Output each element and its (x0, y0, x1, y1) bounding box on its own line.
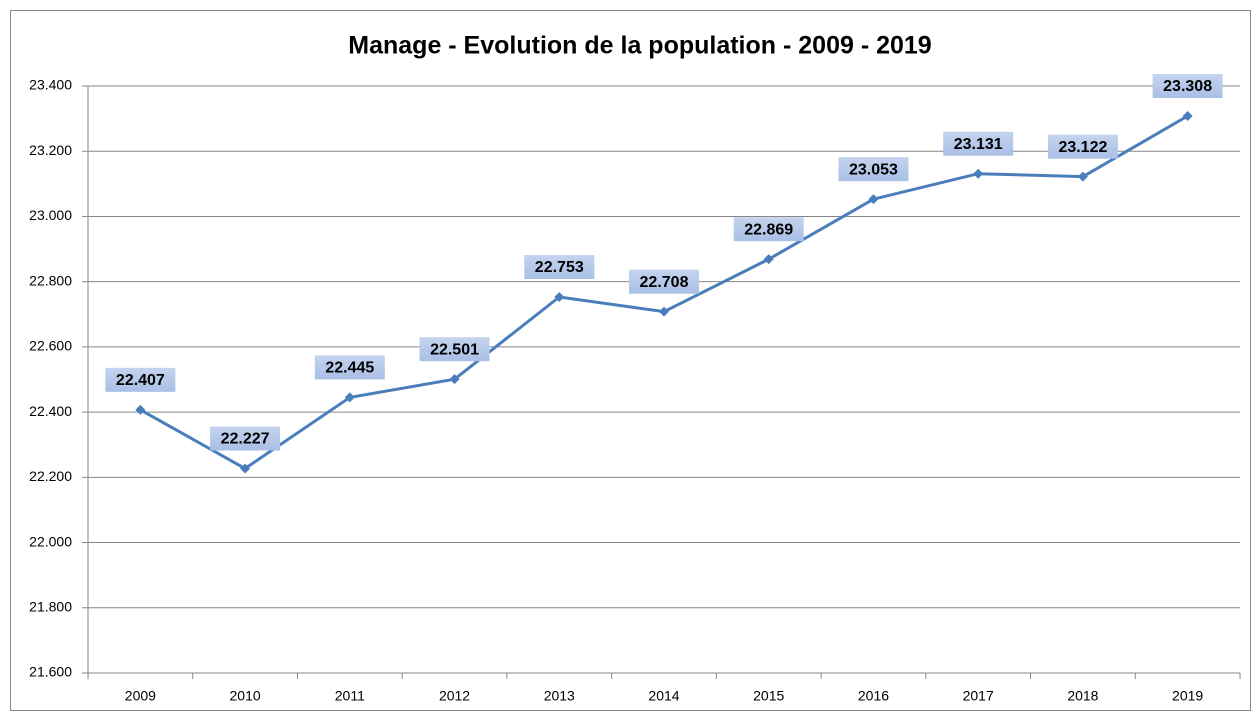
data-label: 23.053 (849, 161, 898, 178)
x-tick-label: 2018 (1067, 688, 1098, 704)
x-tick-label: 2014 (648, 688, 679, 704)
y-tick-label: 23.200 (29, 142, 72, 158)
data-label-box (629, 269, 699, 294)
data-label-box (943, 131, 1014, 156)
data-label: 22.407 (116, 372, 165, 389)
marker (1077, 171, 1088, 182)
y-tick-label: 22.200 (29, 468, 72, 484)
data-label: 23.131 (954, 136, 1003, 153)
x-tick-label: 2012 (439, 688, 470, 704)
data-label: 23.122 (1058, 139, 1107, 156)
y-tick-label: 23.000 (29, 207, 72, 223)
x-tick-label: 2015 (753, 688, 784, 704)
y-tick-label: 23.400 (29, 77, 72, 93)
marker (1182, 111, 1193, 122)
x-tick-label: 2011 (335, 688, 365, 704)
y-tick-label: 22.000 (29, 533, 72, 549)
x-tick-label: 2017 (963, 688, 994, 704)
data-label: 22.708 (640, 274, 689, 291)
data-label-box (1152, 74, 1223, 99)
marker (240, 463, 251, 474)
marker (659, 306, 669, 317)
data-label-box (210, 426, 281, 451)
data-label: 22.445 (325, 360, 374, 377)
y-tick-label: 21.800 (29, 598, 72, 614)
x-tick-label: 2009 (125, 688, 156, 704)
data-label: 22.227 (221, 431, 270, 448)
data-label: 22.869 (744, 221, 793, 238)
data-label-box (314, 355, 385, 380)
x-tick-label: 2019 (1172, 688, 1203, 704)
y-tick-label: 22.600 (29, 338, 72, 354)
data-label-box (105, 367, 176, 392)
y-tick-label: 21.600 (29, 664, 72, 680)
marker (554, 291, 565, 302)
data-label-box (733, 217, 804, 242)
data-label-box (419, 337, 490, 362)
marker (973, 168, 984, 179)
x-tick-label: 2016 (858, 688, 889, 704)
data-label: 23.308 (1163, 78, 1212, 95)
marker (868, 194, 879, 205)
data-label-box (838, 157, 909, 182)
chart-title: Manage - Evolution de la population - 20… (348, 32, 931, 60)
data-label-box (524, 254, 595, 279)
marker (449, 374, 460, 385)
marker (344, 392, 355, 403)
y-tick-label: 22.400 (29, 403, 72, 419)
x-tick-label: 2010 (230, 688, 261, 704)
chart-border (10, 10, 1251, 711)
marker (135, 404, 146, 415)
y-tick-label: 22.800 (29, 272, 72, 288)
data-label: 22.501 (430, 341, 479, 358)
data-label-box (1047, 134, 1118, 159)
marker (763, 254, 774, 265)
data-label: 22.753 (535, 259, 584, 276)
x-tick-label: 2013 (544, 688, 575, 704)
